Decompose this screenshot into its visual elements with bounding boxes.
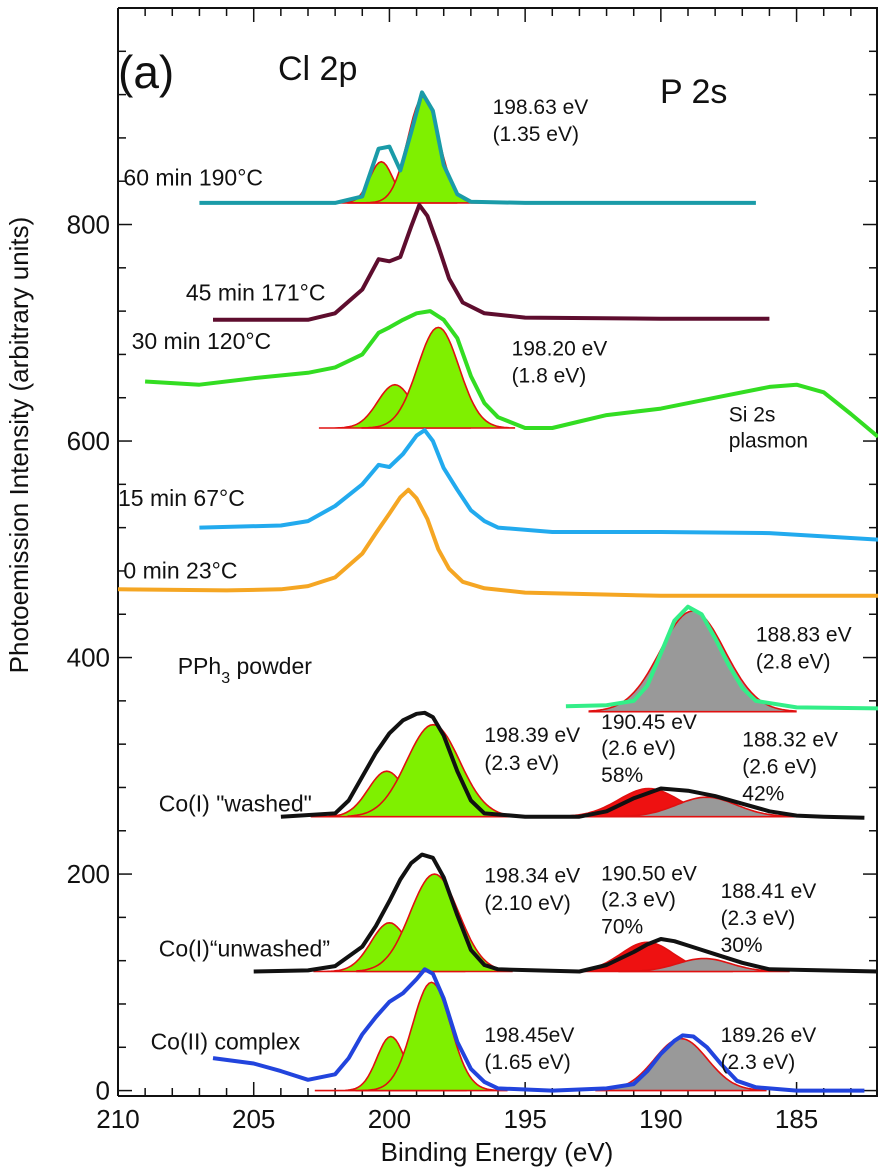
- trace-label: Co(I)“unwashed”: [159, 935, 330, 961]
- trace-label: 0 min 23°C: [123, 558, 237, 584]
- y-tick-label: 400: [67, 643, 110, 673]
- fit-components: [305, 95, 804, 1092]
- trace-label: 45 min 171°C: [186, 279, 326, 305]
- fit-component: [355, 981, 508, 1092]
- peak-annotation: 188.41 eV: [721, 880, 817, 903]
- x-tick-label: 210: [96, 1104, 139, 1134]
- peak-annotation: 198.20 eV: [512, 338, 608, 361]
- peak-annotation: (1.35 eV): [493, 123, 579, 146]
- spectrum-trace: [212, 967, 865, 1093]
- x-tick-label: 185: [775, 1104, 818, 1134]
- spectrum-trace: [253, 852, 878, 974]
- region-label-cl2p: Cl 2p: [278, 50, 357, 88]
- axes: 210 205 200 195 190 185 0 200 400 600 800: [67, 7, 878, 1134]
- spectrum-trace: [144, 309, 878, 439]
- fit-component: [609, 796, 804, 818]
- peak-annotation: (2.8 eV): [756, 650, 831, 673]
- peak-annotation: (2.10 eV): [484, 892, 570, 915]
- peak-annotation: 190.50 eV: [601, 863, 697, 886]
- peak-annotation: (2.3 eV): [721, 1051, 796, 1074]
- trace-label: 30 min 120°C: [132, 328, 272, 354]
- y-tick-label: 0: [96, 1076, 110, 1106]
- peak-annotation: 42%: [742, 782, 784, 805]
- peak-annotation: (2.6 eV): [601, 737, 676, 760]
- x-tick-label: 195: [503, 1104, 546, 1134]
- peak-annotation: plasmon: [729, 430, 808, 453]
- spectrum-trace: [117, 487, 878, 598]
- peak-annotation: 70%: [601, 916, 643, 939]
- peak-annotation: 30%: [721, 934, 763, 957]
- x-tick-label: 205: [232, 1104, 275, 1134]
- peak-annotation: 198.45eV: [484, 1024, 574, 1047]
- peak-annotation: 58%: [601, 764, 643, 787]
- peak-annotation: Si 2s: [729, 404, 776, 427]
- trace-label: Co(I) "washed": [159, 790, 312, 816]
- spectra-traces: [117, 90, 878, 1093]
- region-label-p2s: P 2s: [660, 73, 727, 111]
- peak-annotation: (2.6 eV): [742, 755, 817, 778]
- spectrum-trace: [280, 710, 865, 820]
- y-tick-label: 200: [67, 859, 110, 889]
- spectrum-trace: [199, 428, 878, 542]
- x-tick-label: 200: [368, 1104, 411, 1134]
- peak-annotation: 188.83 eV: [756, 623, 852, 646]
- trace-label: Co(II) complex: [151, 1028, 301, 1054]
- x-tick-label: 190: [639, 1104, 682, 1134]
- peak-annotation: 189.26 eV: [721, 1024, 817, 1047]
- peak-annotation: 190.45 eV: [601, 711, 697, 734]
- y-tick-label: 800: [67, 210, 110, 240]
- spectrum-trace: [199, 90, 756, 205]
- x-axis-title: Binding Energy (eV): [381, 1137, 614, 1167]
- trace-label: 60 min 190°C: [123, 165, 263, 191]
- text-labels: 198.63 eV (1.35 eV) 198.20 eV (1.8 eV) Si 2s…: [118, 96, 852, 1074]
- panel-label: (a): [118, 46, 174, 98]
- trace-label: PPh3 powder: [178, 653, 313, 687]
- peak-annotation: 198.63 eV: [493, 96, 589, 119]
- peak-annotation: (2.3 eV): [484, 752, 559, 775]
- peak-annotation: (1.65 eV): [484, 1051, 570, 1074]
- peak-annotation: 188.32 eV: [742, 728, 838, 751]
- peak-annotation: (1.8 eV): [512, 365, 587, 388]
- y-tick-label: 600: [67, 426, 110, 456]
- trace-label: 15 min 67°C: [118, 485, 245, 511]
- fit-component: [361, 326, 516, 429]
- y-axis-title: Photoemission Intensity (arbitrary units…: [4, 217, 34, 674]
- spectrum-trace: [565, 604, 878, 711]
- peak-annotation: 198.39 eV: [484, 724, 580, 747]
- peak-annotation: (2.3 eV): [601, 889, 676, 912]
- peak-annotation: (2.3 eV): [721, 907, 796, 930]
- spectrum-trace: [213, 203, 770, 322]
- peak-annotation: 198.34 eV: [484, 865, 580, 888]
